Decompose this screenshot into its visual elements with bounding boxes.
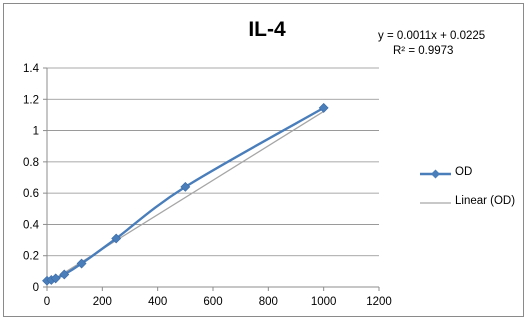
trendline-r-squared: R² = 0.9973 — [393, 45, 454, 57]
legend-label-od: OD — [455, 166, 473, 178]
legend-label-linear-od: Linear (OD) — [455, 195, 516, 207]
trendline-equation: y = 0.0011x + 0.0225 — [378, 30, 486, 42]
chart-title: IL-4 — [248, 18, 286, 41]
